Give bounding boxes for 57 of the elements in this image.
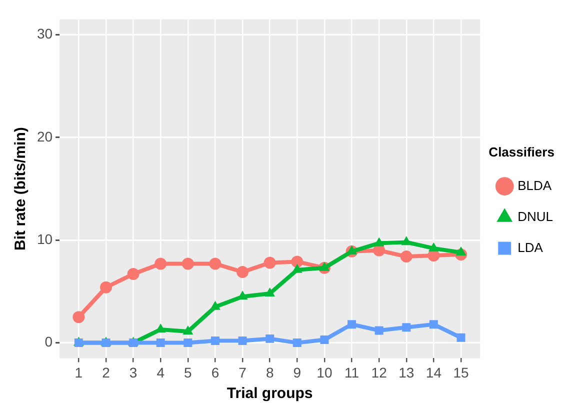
point [264,256,276,269]
point [348,320,356,329]
point [456,333,466,342]
point [429,320,438,329]
point [184,338,192,348]
legend-title: Classifiers [488,144,554,160]
point [374,237,384,246]
y-tick-label: 30 [36,26,53,42]
point [292,338,302,348]
y-axis-title: Bit rate (bits/min) [12,127,30,250]
legend-label: DNUL [518,208,554,224]
legend-label: LDA [518,240,544,255]
point [210,336,220,345]
point [182,326,194,335]
point [292,264,302,273]
x-tick-label: 12 [371,364,388,380]
point [428,242,439,252]
point [236,266,249,278]
point [319,262,330,271]
point [210,300,220,310]
x-tick-label: 8 [266,364,274,380]
x-tick-label: 2 [102,364,110,380]
point [156,338,165,348]
x-tick-label: 11 [344,364,360,380]
point [291,256,304,268]
x-tick-label: 14 [426,364,442,380]
x-tick-label: 3 [129,364,138,380]
point [374,326,384,335]
point [72,311,85,324]
y-tick-label: 10 [36,230,53,247]
x-tick-label: 4 [156,364,165,380]
y-tick-label: 0 [44,334,53,350]
point [266,334,274,343]
point [400,250,412,263]
x-tick-label: 6 [211,364,220,380]
x-tick-label: 15 [453,364,469,380]
x-tick-label: 9 [293,364,302,380]
x-tick-label: 7 [238,364,247,380]
point [209,258,222,270]
point [182,258,194,270]
point [401,236,412,246]
point [456,246,466,256]
point [100,281,112,294]
point [346,245,357,254]
x-tick-label: 13 [398,364,414,380]
point [154,258,167,270]
legend-label: BLDA [518,178,552,193]
point [127,268,140,280]
point [238,336,247,345]
point [264,288,276,297]
y-tick-label: 20 [36,128,53,144]
x-tick-label: 10 [316,364,332,380]
point [320,335,329,344]
x-axis-title: Trial groups [226,385,313,402]
point [402,323,411,332]
x-tick-label: 1 [74,364,83,380]
x-tick-label: 5 [184,364,192,380]
